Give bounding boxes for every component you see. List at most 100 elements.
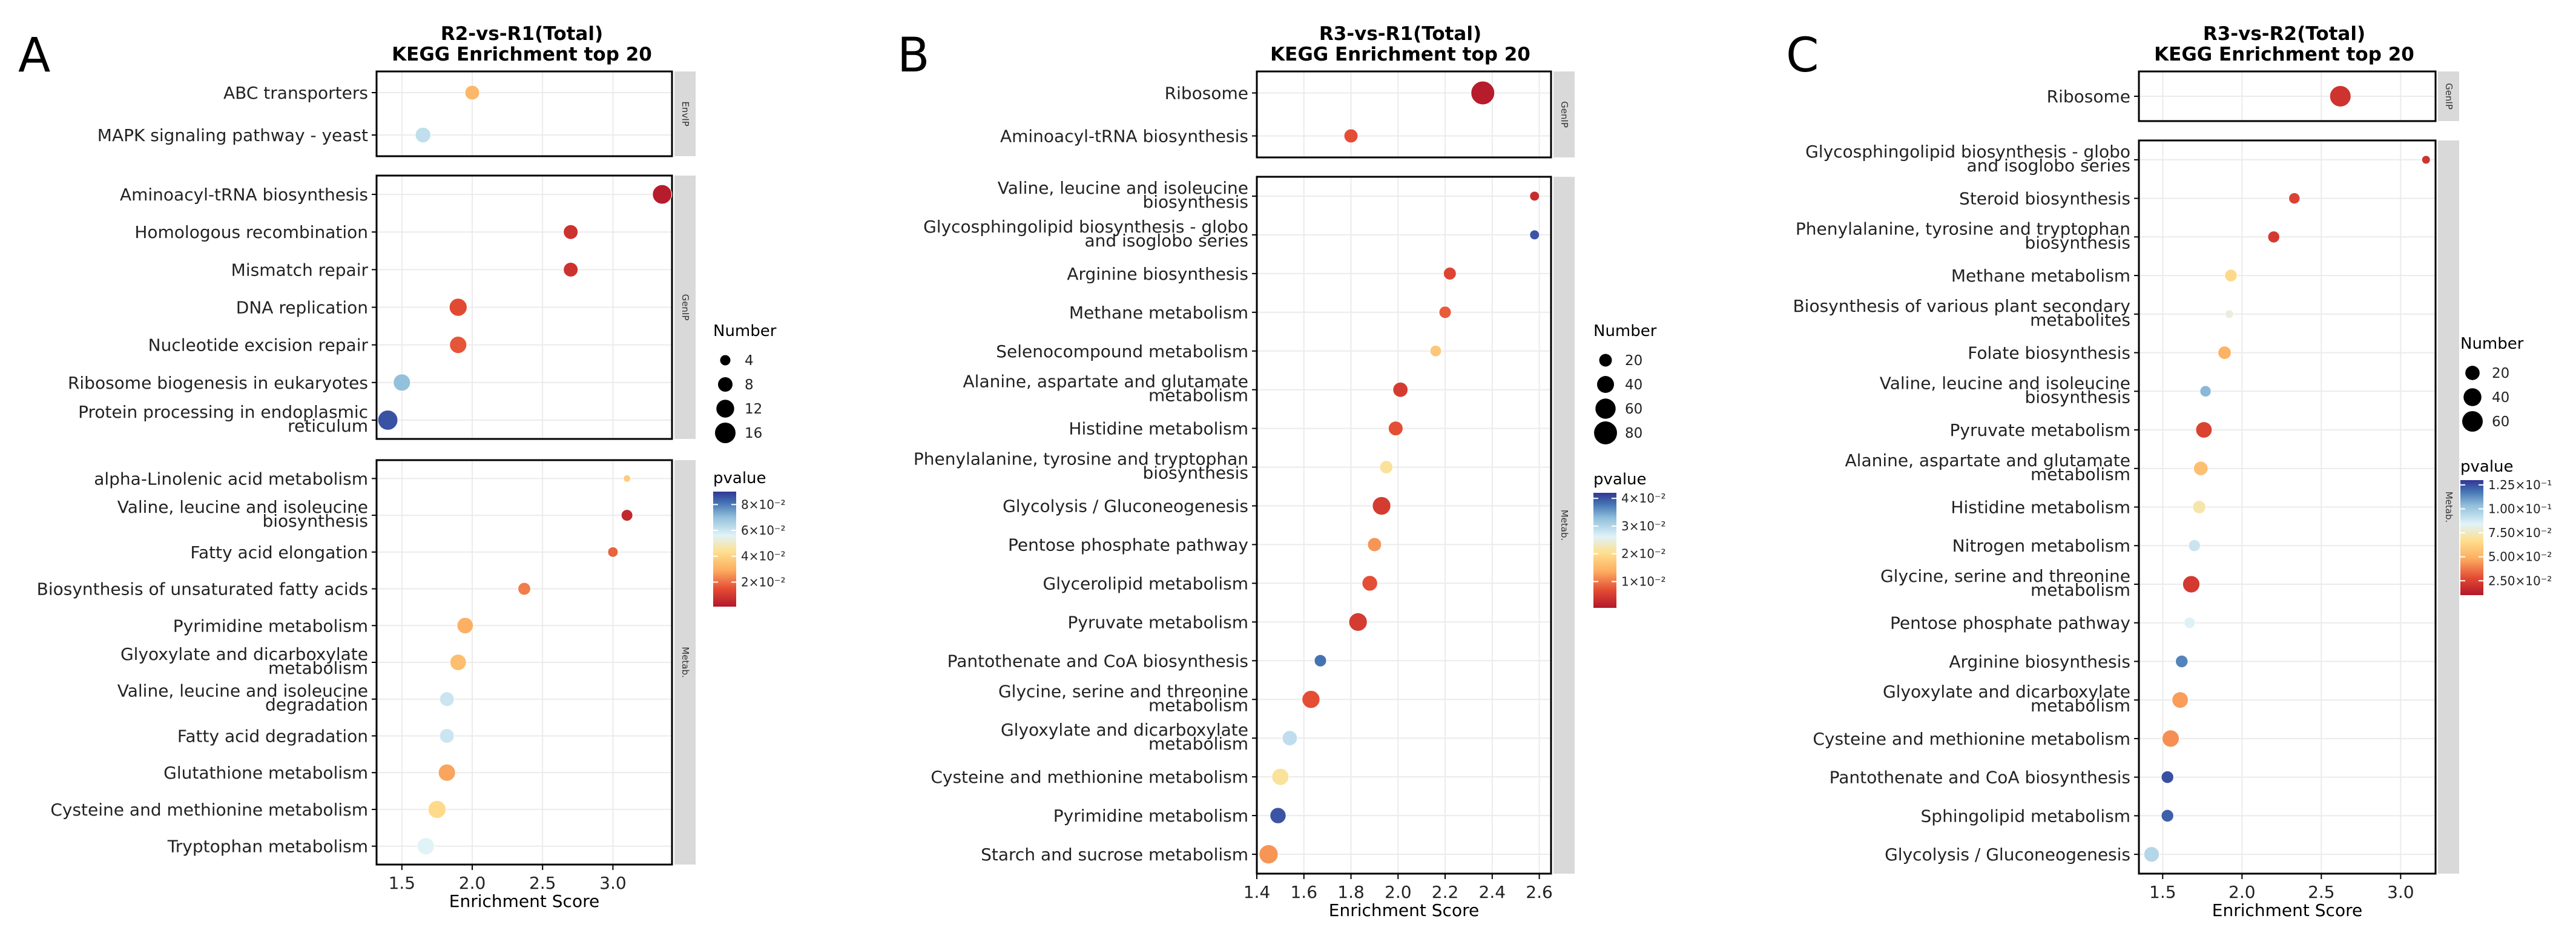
x-tick-label: 2.2 xyxy=(1432,882,1459,902)
data-point xyxy=(1271,768,1290,786)
data-point xyxy=(1392,381,1409,398)
data-point xyxy=(456,617,474,634)
facet-metab: Metab. alpha-Linolenic acid metabolism Val… xyxy=(37,459,696,866)
pvalue-legend-title: pvalue xyxy=(1593,470,1647,489)
term-label-line: metabolism xyxy=(268,658,368,678)
data-point xyxy=(1270,807,1286,824)
term-label: Alanine, aspartate and glutamate metaboli… xyxy=(963,372,1248,406)
term-label-line: reticulum xyxy=(288,416,368,436)
x-tick-label: 2.6 xyxy=(1526,882,1553,902)
term-label: Histidine metabolism xyxy=(1951,498,2130,518)
facet-genip: GenIP Ribosome xyxy=(2047,70,2459,122)
term-label: Fatty acid degradation xyxy=(177,726,368,746)
term-label-line: Valine, leucine and isoleucine xyxy=(117,497,368,517)
data-point xyxy=(2199,385,2212,398)
data-point xyxy=(1343,128,1359,143)
data-point xyxy=(2224,269,2238,282)
data-point xyxy=(1282,730,1298,746)
data-point xyxy=(1302,690,1320,709)
size-legend-label: 8 xyxy=(745,377,754,393)
pvalue-legend: pvalue 1.25×10⁻¹ 1.00×10⁻¹ 7.50×10⁻² 5.00×10… xyxy=(2460,458,2552,595)
x-axis-title: Enrichment Score xyxy=(449,891,599,911)
data-point xyxy=(2175,654,2189,668)
size-legend-dot xyxy=(715,423,736,443)
term-label: Cysteine and methionine metabolism xyxy=(931,767,1248,787)
facet-envip: EnvIP ABC transporters MAPK signaling path… xyxy=(97,70,696,157)
chart-subtitle: KEGG Enrichment top 20 xyxy=(392,44,652,65)
term-label: Ribosome xyxy=(1165,84,1248,104)
colorbar-tick-label: 2.50×10⁻² xyxy=(2488,573,2552,588)
data-point xyxy=(623,474,631,483)
term-label: Starch and sucrose metabolism xyxy=(981,845,1248,865)
size-legend-label: 20 xyxy=(2492,366,2509,381)
facet-strip xyxy=(674,460,696,865)
data-point xyxy=(518,582,531,596)
term-label-line: biosynthesis xyxy=(1143,192,1249,212)
term-label-line: Glycosphingolipid biosynthesis - globo xyxy=(923,217,1248,237)
term-label-line: Glycine, serine and threonine xyxy=(1880,566,2130,586)
facet-strip xyxy=(1553,71,1575,157)
term-label: Pyruvate metabolism xyxy=(1067,612,1248,632)
data-point xyxy=(1471,81,1495,105)
data-point xyxy=(1367,537,1382,552)
size-legend-label: 60 xyxy=(2492,414,2509,430)
data-point xyxy=(1362,575,1378,592)
data-point xyxy=(2421,155,2431,165)
term-label-line: Glyoxylate and dicarboxylate xyxy=(120,644,368,664)
facet-metab: Metab. Glycosphingolipid biosynthesis - g… xyxy=(1793,139,2459,875)
data-point xyxy=(1348,612,1368,632)
term-label: Fatty acid elongation xyxy=(190,542,368,562)
x-axis-title: Enrichment Score xyxy=(1329,900,1479,920)
x-tick-label: 2.5 xyxy=(2308,882,2335,902)
term-label: Sphingolipid metabolism xyxy=(1921,806,2130,826)
chart-title: R3-vs-R2(Total) xyxy=(2203,23,2365,45)
data-point xyxy=(1443,266,1457,280)
colorbar-tick-label: 1×10⁻² xyxy=(1621,575,1666,589)
data-point xyxy=(2188,539,2201,552)
term-label-line: metabolism xyxy=(2031,580,2130,600)
term-label-line: Valine, leucine and isoleucine xyxy=(998,178,1248,198)
term-label: Biosynthesis of unsaturated fatty acids xyxy=(37,579,368,599)
chart-title: R2-vs-R1(Total) xyxy=(441,23,603,45)
facet-strip xyxy=(1553,177,1575,874)
data-point xyxy=(1529,191,1540,202)
x-tick-label: 1.4 xyxy=(1244,882,1271,902)
size-legend-label: 20 xyxy=(1625,353,1642,369)
colorbar-tick-label: 3×10⁻² xyxy=(1621,519,1666,533)
term-label: Methane metabolism xyxy=(1951,266,2130,286)
panel-label: C xyxy=(1786,28,1819,83)
colorbar-tick-label: 4×10⁻² xyxy=(741,549,786,564)
size-legend-title: Number xyxy=(2460,335,2524,353)
term-label-line: Glycosphingolipid biosynthesis - globo xyxy=(1805,142,2130,162)
data-point xyxy=(438,763,456,782)
colorbar-tick-label: 1.00×10⁻¹ xyxy=(2488,502,2552,516)
size-legend-title: Number xyxy=(713,322,777,340)
size-legend-label: 40 xyxy=(1625,377,1642,393)
data-point xyxy=(563,224,579,240)
facet-strip-label: Metab. xyxy=(2443,492,2454,523)
term-label: Glycine, serine and threonine metabolism xyxy=(1880,566,2130,600)
data-point xyxy=(2143,846,2160,863)
facet-frame xyxy=(1256,176,1552,875)
term-label: MAPK signaling pathway - yeast xyxy=(97,125,368,145)
term-label-line: biosynthesis xyxy=(1143,463,1249,483)
size-legend-dot xyxy=(1594,421,1617,444)
facet-strip-label: GenIP xyxy=(1559,101,1570,128)
term-label-line: Biosynthesis of various plant secondary xyxy=(1793,296,2130,316)
colorbar-tick-label: 8×10⁻² xyxy=(741,497,786,512)
term-label-line: Alanine, aspartate and glutamate xyxy=(1845,450,2130,470)
pvalue-colorbar xyxy=(1593,493,1616,608)
data-point xyxy=(2288,192,2301,205)
term-label-line: metabolism xyxy=(1148,734,1248,754)
size-legend: Number 20 40 60 80 xyxy=(1593,322,1657,444)
term-label: Tryptophan metabolism xyxy=(167,837,368,857)
term-label-line: biosynthesis xyxy=(2025,387,2131,407)
term-label: Glycosphingolipid biosynthesis - globo an… xyxy=(923,217,1248,251)
size-legend-dot xyxy=(720,355,731,366)
data-point xyxy=(1388,421,1403,437)
data-point xyxy=(2172,691,2189,709)
chart-subtitle: KEGG Enrichment top 20 xyxy=(2154,44,2414,65)
size-legend-label: 60 xyxy=(1625,401,1642,417)
data-point xyxy=(1372,496,1391,516)
term-label-line: Phenylalanine, tyrosine and tryptophan xyxy=(914,449,1248,469)
